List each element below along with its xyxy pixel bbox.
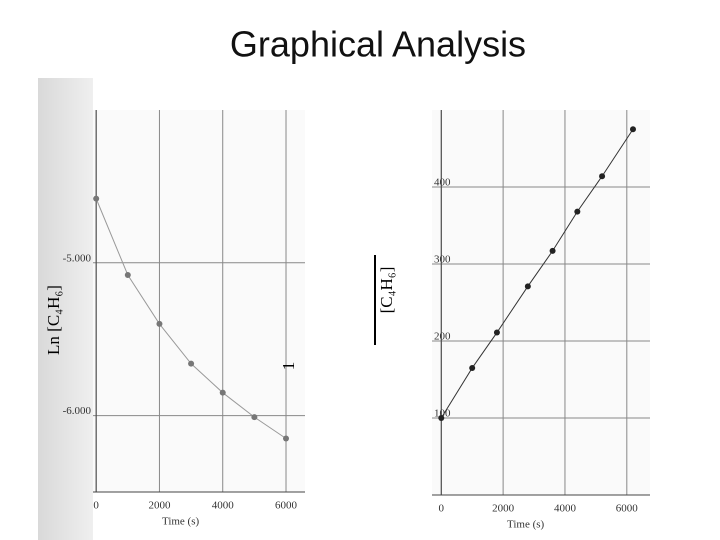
data-point [188,360,195,367]
data-point [599,173,606,180]
y-tick-label: -5.000 [63,252,92,264]
x-tick-label: 6000 [616,503,639,515]
x-axis-label: Time (s) [507,519,545,531]
data-point [629,126,636,133]
data-point [156,320,163,327]
data-point [219,389,226,396]
data-point [524,283,531,290]
data-point [438,415,445,421]
y-axis-label-numerator: 1 [279,362,298,371]
y-tick-label: 300 [434,254,451,266]
plot-area [93,110,305,492]
scan-strip [38,78,93,540]
data-point [251,414,258,421]
data-point [93,195,100,202]
data-point [283,435,290,442]
y-tick-label: 100 [434,408,451,420]
data-point [574,208,581,215]
data-point [469,364,476,371]
x-tick-label: 2000 [492,503,515,515]
x-tick-label: 0 [93,500,99,512]
x-tick-label: 4000 [554,503,577,515]
y-tick-label: 200 [434,331,451,343]
data-point [493,329,500,336]
data-point [549,247,556,254]
y-axis-label-denominator: [C₄H₆] [377,267,396,314]
plot-area [432,110,650,495]
y-tick-label: -6.000 [63,405,92,417]
data-point [124,272,131,279]
x-tick-label: 2000 [148,500,171,512]
slide-title: Graphical Analysis [230,24,526,65]
x-tick-label: 4000 [212,500,235,512]
x-tick-label: 0 [439,503,445,515]
fit-line [440,128,634,419]
y-axis-label: Ln [C₄H₆] [44,285,63,355]
x-tick-label: 6000 [275,500,298,512]
y-tick-label: 400 [434,177,451,189]
x-axis-label: Time (s) [162,516,200,528]
